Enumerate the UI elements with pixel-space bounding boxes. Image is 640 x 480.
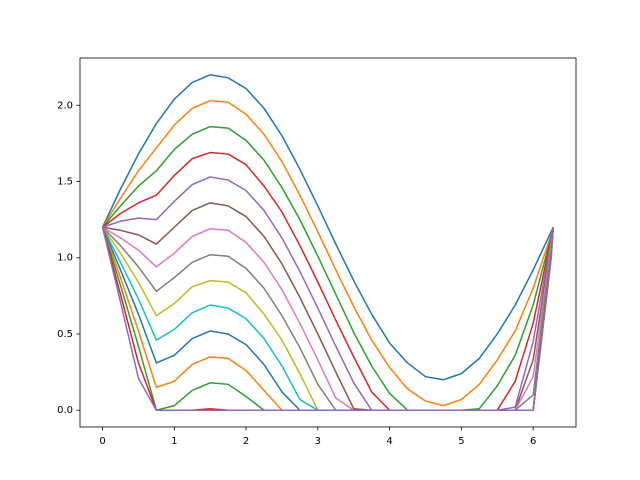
x-tick-label: 2 [243, 436, 249, 447]
series-line [101, 74, 554, 381]
x-tick-label: 3 [315, 436, 321, 447]
y-tick-label: 0.5 [57, 329, 73, 340]
axes-frame [79, 57, 577, 428]
x-tick-label: 6 [530, 436, 536, 447]
y-tick-label: 1.0 [57, 253, 73, 264]
x-tick-label: 5 [458, 436, 464, 447]
y-tick-label: 0.0 [57, 405, 73, 416]
x-tick-label: 1 [171, 436, 177, 447]
series-line [101, 99, 554, 407]
y-tick-label: 2.0 [57, 100, 73, 111]
x-tick-label: 0 [99, 436, 105, 447]
y-tick-label: 1.5 [57, 177, 73, 188]
series-line [101, 227, 554, 411]
series-line [101, 125, 554, 411]
x-tick-label: 4 [386, 436, 392, 447]
